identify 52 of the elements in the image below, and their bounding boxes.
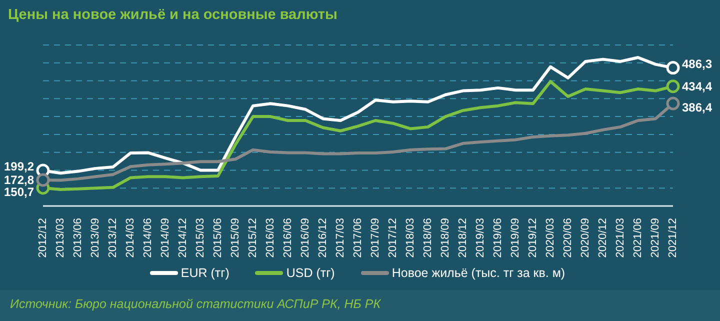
data-label: 386,4 bbox=[682, 100, 712, 115]
data-label: 434,4 bbox=[682, 79, 712, 94]
legend-label: USD (тг) bbox=[286, 266, 335, 280]
point bbox=[666, 80, 680, 94]
x-tick-label: 2016/12 bbox=[317, 218, 329, 258]
text: Источник: Бюро национальной статистики АСПиР РК, НБ РК bbox=[10, 297, 381, 311]
x-tick-label: 2021/03 bbox=[614, 218, 626, 258]
x-tick-label: 2015/06 bbox=[212, 218, 224, 258]
x-tick-label: 2021/06 bbox=[632, 218, 644, 258]
point bbox=[666, 96, 680, 110]
x-tick-label: 2017/06 bbox=[352, 218, 364, 258]
legend-label: EUR (тг) bbox=[180, 266, 230, 280]
x-tick-label: 2019/09 bbox=[510, 218, 522, 258]
x-tick-label: 2017/09 bbox=[370, 218, 382, 258]
x-tick-label: 2015/12 bbox=[247, 218, 259, 258]
x-tick-label: 2014/06 bbox=[142, 218, 154, 258]
data-label: 172,8 bbox=[4, 172, 34, 187]
x-tick-label: 2014/03 bbox=[124, 218, 136, 258]
legend-label: Новое жильё (тыс. тг за кв. м) bbox=[392, 266, 566, 280]
x-tick-label: 2012/12 bbox=[37, 218, 49, 258]
x-tick-label: 2019/12 bbox=[527, 218, 539, 258]
x-tick-label: 2016/03 bbox=[264, 218, 276, 258]
data-label: 150,7 bbox=[4, 184, 34, 199]
x-tick-label: 2014/09 bbox=[160, 218, 172, 258]
x-tick-label: 2016/06 bbox=[282, 218, 294, 258]
x-tick-label: 2013/03 bbox=[54, 218, 66, 258]
x-tick-label: 2018/06 bbox=[422, 218, 434, 258]
x-tick-label: 2017/03 bbox=[334, 218, 346, 258]
chart-title: Цены на новое жильё и на основные валюты bbox=[8, 7, 338, 23]
x-tick-label: 2019/03 bbox=[474, 218, 486, 258]
x-tick-label: 2019/06 bbox=[492, 218, 504, 258]
x-tick-label: 2020/09 bbox=[580, 218, 592, 258]
point bbox=[666, 61, 680, 75]
x-tick-label: 2020/03 bbox=[544, 218, 556, 258]
data-label: 486,3 bbox=[682, 56, 712, 71]
x-tick-label: 2018/03 bbox=[404, 218, 416, 258]
x-tick-label: 2013/09 bbox=[90, 218, 102, 258]
x-tick-label: 2016/09 bbox=[300, 218, 312, 258]
x-tick-label: 2018/12 bbox=[457, 218, 469, 258]
x-tick-label: 2015/09 bbox=[230, 218, 242, 258]
point bbox=[36, 173, 50, 187]
x-tick-label: 2014/12 bbox=[177, 218, 189, 258]
x-tick-label: 2018/09 bbox=[440, 218, 452, 258]
x-tick-label: 2015/03 bbox=[194, 218, 206, 258]
x-tick-label: 2020/12 bbox=[597, 218, 609, 258]
x-tick-label: 2021/09 bbox=[650, 218, 662, 258]
data-label: 199,2 bbox=[4, 160, 34, 174]
x-tick-label: 2017/12 bbox=[387, 218, 399, 258]
x-tick-label: 2020/06 bbox=[562, 218, 574, 258]
x-tick-label: 2021/12 bbox=[667, 218, 679, 258]
x-tick-label: 2013/06 bbox=[72, 218, 84, 258]
x-tick-label: 2013/12 bbox=[107, 218, 119, 258]
